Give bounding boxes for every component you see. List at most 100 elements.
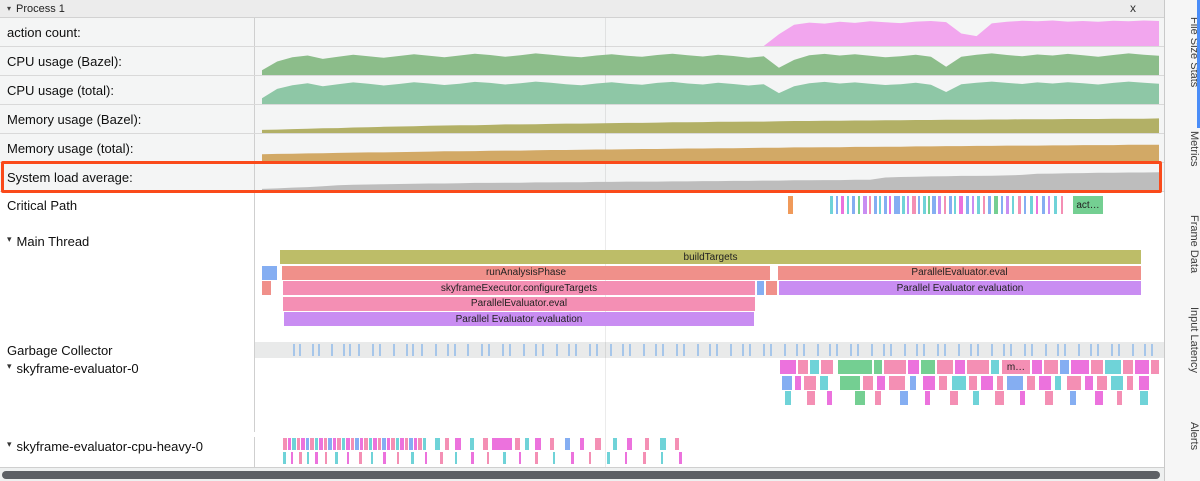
- trace-slice[interactable]: [471, 452, 474, 464]
- gc-event-tick[interactable]: [343, 344, 345, 356]
- trace-slice[interactable]: [889, 196, 891, 214]
- trace-slice[interactable]: m…: [1002, 360, 1030, 374]
- trace-slice[interactable]: act…: [1073, 196, 1103, 214]
- trace-slice[interactable]: [972, 196, 974, 214]
- trace-slice[interactable]: [997, 375, 1003, 390]
- trace-slice[interactable]: [337, 438, 341, 450]
- track-area-sysload[interactable]: [255, 163, 1164, 191]
- gc-event-tick[interactable]: [349, 344, 351, 356]
- trace-slice[interactable]: [580, 438, 584, 450]
- trace-slice[interactable]: [589, 452, 591, 464]
- track-area-gc[interactable]: [255, 342, 1164, 358]
- trace-slice[interactable]: [798, 360, 808, 374]
- trace-slice[interactable]: [1071, 360, 1089, 374]
- trace-slice[interactable]: [283, 438, 287, 450]
- gc-event-tick[interactable]: [523, 344, 525, 356]
- trace-slice[interactable]: [1027, 375, 1035, 390]
- trace-slice[interactable]: [535, 438, 541, 450]
- trace-slice[interactable]: [969, 375, 977, 390]
- trace-slice[interactable]: [335, 452, 338, 464]
- trace-slice[interactable]: [884, 360, 906, 374]
- process-panel-header[interactable]: ▾ Process 1 x: [0, 0, 1164, 18]
- trace-slice[interactable]: [364, 438, 368, 450]
- trace-slice[interactable]: [757, 281, 764, 295]
- trace-slice[interactable]: [355, 438, 359, 450]
- gc-event-tick[interactable]: [829, 344, 831, 356]
- trace-slice[interactable]: [955, 360, 965, 374]
- trace-slice[interactable]: [535, 452, 538, 464]
- gc-event-tick[interactable]: [1090, 344, 1092, 356]
- trace-slice[interactable]: [923, 196, 926, 214]
- track-area-mem-total[interactable]: [255, 134, 1164, 162]
- trace-slice[interactable]: [877, 375, 885, 390]
- gc-event-tick[interactable]: [502, 344, 504, 356]
- trace-slice[interactable]: [483, 438, 488, 450]
- trace-slice[interactable]: [643, 452, 646, 464]
- trace-slice[interactable]: [973, 391, 979, 405]
- track-label-skyframe-evaluator-0[interactable]: ▾ skyframe-evaluator-0: [0, 358, 255, 432]
- track-area-main-thread[interactable]: buildTargets runAnalysisPhase ParallelEval…: [255, 218, 1164, 342]
- trace-slice[interactable]: [795, 375, 801, 390]
- trace-slice[interactable]: [910, 375, 916, 390]
- trace-slice[interactable]: [1140, 391, 1148, 405]
- trace-slice[interactable]: [328, 438, 332, 450]
- trace-slice[interactable]: [918, 196, 920, 214]
- gc-event-tick[interactable]: [991, 344, 993, 356]
- trace-slice[interactable]: [373, 438, 377, 450]
- trace-slice[interactable]: [445, 438, 449, 450]
- trace-slice[interactable]: [944, 196, 946, 214]
- track-label-skyframe-evaluator-cpu-heavy-0[interactable]: ▾ skyframe-evaluator-cpu-heavy-0: [0, 437, 255, 467]
- close-panel-button[interactable]: x: [1130, 1, 1136, 15]
- side-tab-frame-data[interactable]: Frame Data: [1188, 215, 1200, 274]
- gc-event-tick[interactable]: [676, 344, 678, 356]
- collapse-arrow-icon[interactable]: ▾: [7, 361, 12, 371]
- trace-slice[interactable]: [1070, 391, 1076, 405]
- gc-event-tick[interactable]: [467, 344, 469, 356]
- trace-slice[interactable]: [283, 452, 286, 464]
- gc-event-tick[interactable]: [488, 344, 490, 356]
- gc-event-tick[interactable]: [556, 344, 558, 356]
- counter-chart-cpu-bazel[interactable]: [255, 47, 1164, 75]
- trace-slice[interactable]: [607, 452, 610, 464]
- trace-slice[interactable]: [342, 438, 345, 450]
- trace-slice[interactable]: [571, 452, 574, 464]
- trace-slice[interactable]: [959, 196, 963, 214]
- gc-event-tick[interactable]: [421, 344, 423, 356]
- trace-slice[interactable]: [425, 452, 427, 464]
- trace-slice[interactable]: [679, 452, 682, 464]
- collapse-arrow-icon[interactable]: ▾: [7, 439, 12, 449]
- trace-slice[interactable]: [324, 438, 327, 450]
- gc-event-tick[interactable]: [412, 344, 414, 356]
- track-label-cpu-total[interactable]: CPU usage (total):: [0, 76, 255, 104]
- trace-slice[interactable]: [766, 281, 777, 295]
- trace-slice[interactable]: [952, 375, 966, 390]
- gc-event-tick[interactable]: [1078, 344, 1080, 356]
- trace-slice[interactable]: [807, 391, 815, 405]
- trace-slice[interactable]: [855, 391, 865, 405]
- trace-slice[interactable]: [440, 452, 443, 464]
- trace-slice[interactable]: [884, 196, 887, 214]
- trace-slice[interactable]: [405, 438, 408, 450]
- trace-slice[interactable]: [409, 438, 413, 450]
- trace-slice[interactable]: [907, 196, 909, 214]
- trace-slice[interactable]: [333, 438, 336, 450]
- trace-slice[interactable]: [908, 360, 919, 374]
- trace-slice[interactable]: [315, 438, 318, 450]
- trace-slice[interactable]: [804, 375, 816, 390]
- trace-slice[interactable]: [565, 438, 570, 450]
- trace-slice[interactable]: [923, 375, 935, 390]
- gc-event-tick[interactable]: [1118, 344, 1120, 356]
- trace-slice[interactable]: [1091, 360, 1103, 374]
- trace-slice[interactable]: [391, 438, 395, 450]
- gc-event-tick[interactable]: [803, 344, 805, 356]
- gc-event-tick[interactable]: [331, 344, 333, 356]
- trace-slice[interactable]: [660, 438, 666, 450]
- gc-event-tick[interactable]: [435, 344, 437, 356]
- side-tab-file-size-stats[interactable]: File Size Stats: [1188, 17, 1200, 88]
- gc-event-tick[interactable]: [796, 344, 798, 356]
- trace-slice[interactable]: [966, 196, 969, 214]
- trace-slice[interactable]: [1117, 391, 1122, 405]
- trace-slice[interactable]: [645, 438, 649, 450]
- gc-event-tick[interactable]: [318, 344, 320, 356]
- gc-event-tick[interactable]: [1132, 344, 1134, 356]
